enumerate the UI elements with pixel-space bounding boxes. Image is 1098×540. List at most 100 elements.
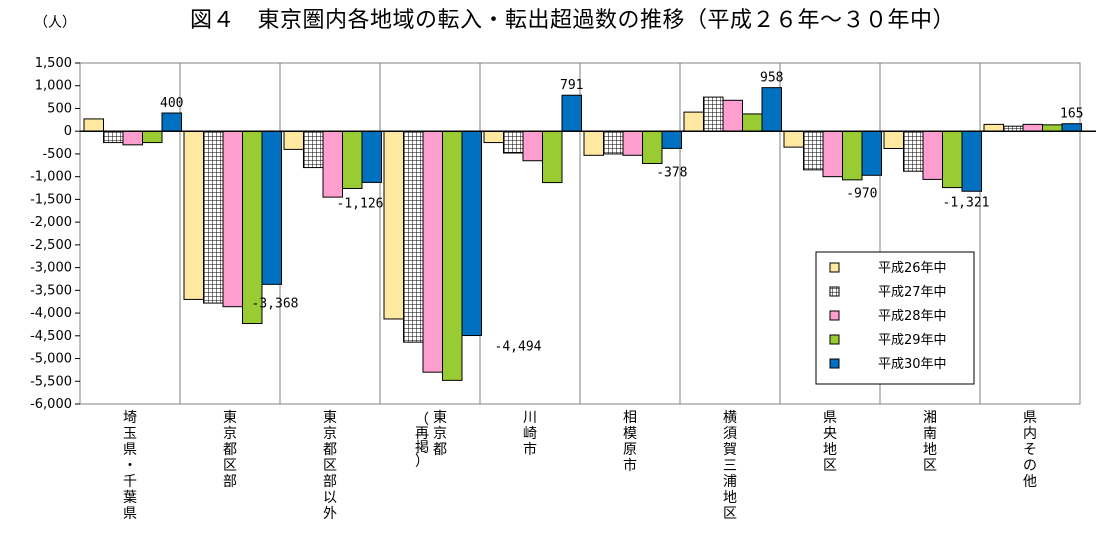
bar	[403, 130, 424, 343]
category-label-char: 東	[433, 410, 447, 426]
bar	[261, 130, 282, 285]
y-tick-label: -3,000	[30, 261, 72, 276]
bar	[883, 130, 904, 149]
category-label-char: 以	[323, 490, 337, 506]
legend-entry: 平成30年中	[878, 357, 947, 372]
y-tick-label: -2,500	[30, 238, 72, 253]
y-tick-label: -6,000	[30, 397, 72, 412]
bar	[342, 130, 363, 189]
category-label-char: 模	[623, 426, 637, 442]
bar	[422, 130, 443, 373]
category-label-char: そ	[1023, 442, 1037, 458]
y-tick-label: -500	[42, 147, 72, 162]
legend-swatch	[829, 286, 840, 297]
category-label-char: 掲	[415, 440, 429, 456]
bar	[583, 130, 604, 156]
bar	[722, 99, 743, 132]
unit-label: （人）	[34, 15, 76, 31]
y-tick-label: 1,500	[35, 56, 72, 71]
bar	[542, 130, 563, 184]
data-label: 165	[1060, 107, 1083, 122]
data-label: -1,126	[337, 196, 384, 211]
category-label-char: 葉	[123, 490, 137, 506]
bar	[303, 130, 324, 169]
bar	[103, 130, 124, 144]
bar	[961, 130, 982, 192]
y-tick-label: -3,500	[30, 283, 72, 298]
bar	[461, 130, 482, 337]
legend-entry: 平成29年中	[878, 333, 947, 348]
category-label-char: 原	[623, 442, 637, 458]
category-label-char: 央	[823, 426, 837, 442]
y-tick-label: 1,000	[35, 79, 72, 94]
y-tick-label: 0	[64, 124, 72, 139]
category-label-char: 京	[323, 426, 337, 442]
chart-title: 図４ 東京圏内各地域の転入・転出超過数の推移（平成２６年～３０年中）	[190, 8, 956, 33]
category-label-char: 都	[433, 442, 447, 458]
category-label-char: （	[415, 412, 429, 428]
bar	[161, 112, 182, 132]
category-label-char: 京	[223, 426, 237, 442]
y-tick-label: -2,000	[30, 215, 72, 230]
category-label-char: 外	[323, 506, 337, 522]
category-label-char: 賀	[723, 442, 737, 458]
category-label-char: 崎	[523, 426, 537, 442]
legend-swatch	[829, 358, 840, 369]
bar	[522, 130, 543, 162]
data-label: 791	[560, 78, 583, 93]
data-label: -4,494	[495, 340, 542, 355]
bar	[322, 130, 343, 198]
category-label-char: 区	[923, 458, 937, 474]
bar	[83, 118, 104, 132]
category-label-char: 京	[433, 426, 447, 442]
bar	[803, 130, 824, 171]
category-label-char: 埼	[123, 410, 137, 426]
bar	[622, 130, 643, 156]
bar	[1022, 123, 1043, 132]
bar	[1061, 123, 1082, 132]
category-label-char: の	[1023, 458, 1037, 474]
category-label-char: 県	[123, 506, 137, 522]
bar	[683, 111, 704, 132]
category-label-char: 部	[223, 474, 237, 490]
category-label-char: 三	[723, 458, 737, 474]
category-label-char: 区	[823, 458, 837, 474]
bar	[642, 130, 663, 164]
bar	[842, 130, 863, 181]
category-label-char: ）	[415, 454, 429, 470]
category-label-char: 地	[723, 490, 737, 506]
category-label-char: 地	[923, 442, 937, 458]
bar	[983, 123, 1004, 132]
bar	[761, 87, 782, 132]
bar	[242, 130, 263, 325]
category-label-char: 他	[1023, 474, 1037, 490]
y-tick-label: 500	[47, 101, 72, 116]
category-label-char: ・	[123, 458, 137, 474]
bar	[222, 130, 243, 308]
bar	[922, 130, 943, 180]
category-label-char: 区	[723, 506, 737, 522]
category-label-char: 湘	[923, 410, 937, 426]
category-label-char: 再	[415, 426, 429, 442]
legend-entry: 平成28年中	[878, 309, 947, 324]
bar	[1003, 125, 1024, 132]
bar	[503, 130, 524, 154]
legend-swatch	[829, 262, 840, 273]
category-label-char: 横	[723, 410, 737, 426]
data-label: -970	[846, 186, 877, 201]
category-label-char: 県	[823, 410, 837, 426]
data-label: -378	[656, 165, 687, 180]
legend-box	[815, 251, 975, 385]
y-tick-label: -4,500	[30, 329, 72, 344]
bar	[283, 130, 304, 150]
bar	[822, 130, 843, 178]
legend-entry: 平成27年中	[878, 285, 947, 300]
bar	[1042, 124, 1063, 132]
data-label: -1,321	[943, 195, 990, 210]
category-label-char: 東	[323, 410, 337, 426]
y-tick-label: -1,500	[30, 192, 72, 207]
category-label-char: 南	[923, 426, 937, 442]
category-label-char: 相	[623, 410, 637, 426]
category-label-char: 須	[723, 426, 737, 442]
